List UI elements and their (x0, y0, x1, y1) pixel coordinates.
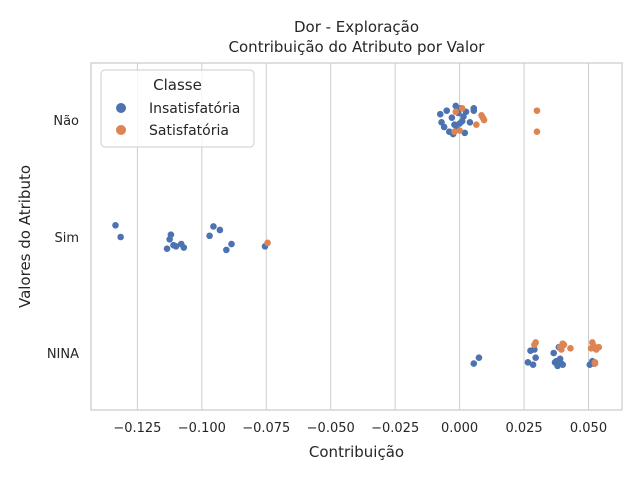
x-axis-label: Contribuição (309, 443, 404, 461)
chart-title: Dor - Exploração (294, 18, 419, 36)
data-point-insatisfatoria (440, 123, 448, 131)
data-point-insatisfatoria (167, 231, 175, 238)
x-tick-label: −0.050 (307, 421, 355, 436)
data-point-insatisfatoria (163, 245, 171, 252)
y-axis-label: Valores do Atributo (16, 165, 34, 308)
data-point-insatisfatoria (461, 129, 469, 137)
data-point-insatisfatoria (550, 349, 557, 357)
legend: Classe Insatisfatória Satisfatória (100, 69, 255, 148)
legend-box (100, 69, 255, 148)
data-point-insatisfatoria (436, 110, 444, 118)
data-point-insatisfatoria (559, 361, 567, 369)
data-point-satisfatoria (451, 128, 458, 135)
data-point-satisfatoria (458, 105, 466, 112)
x-tick-label: 0.025 (505, 421, 542, 436)
data-point-insatisfatoria (216, 226, 224, 234)
data-point-insatisfatoria (531, 346, 538, 353)
data-point-insatisfatoria (470, 105, 478, 112)
x-tick-label: −0.025 (371, 421, 419, 436)
data-points (112, 102, 603, 370)
data-point-satisfatoria (567, 345, 574, 352)
y-tick-label: Não (53, 114, 79, 129)
x-tick-label: −0.100 (178, 421, 226, 436)
legend-title: Classe (153, 76, 202, 94)
plot-frame (90, 62, 623, 411)
data-point-insatisfatoria (223, 246, 230, 254)
x-tick-label: −0.125 (113, 421, 161, 436)
data-point-satisfatoria (456, 127, 463, 134)
legend-label-insatisfatoria: Insatisfatória (149, 101, 240, 117)
x-tick-label: 0.000 (441, 421, 478, 436)
data-point-insatisfatoria (112, 222, 119, 229)
data-point-insatisfatoria (443, 107, 451, 114)
data-point-insatisfatoria (206, 232, 213, 240)
data-point-insatisfatoria (228, 240, 235, 248)
data-point-satisfatoria (595, 343, 603, 351)
data-point-satisfatoria (591, 359, 599, 366)
data-point-insatisfatoria (475, 354, 483, 361)
y-tick-label: Sim (54, 231, 79, 246)
data-point-insatisfatoria (452, 102, 460, 110)
chart-subtitle: Contribuição do Atributo por Valor (229, 38, 486, 56)
data-point-insatisfatoria (466, 119, 474, 126)
y-tick-label: NINA (47, 347, 79, 362)
data-point-insatisfatoria (470, 360, 478, 367)
y-tick-labels: Não Sim NINA (47, 114, 79, 362)
legend-label-satisfatoria: Satisfatória (149, 123, 229, 139)
data-point-satisfatoria (532, 339, 539, 346)
data-point-insatisfatoria (117, 233, 124, 241)
x-tick-labels: −0.125 −0.100 −0.075 −0.050 −0.025 0.000 0.025… (113, 421, 607, 436)
legend-marker-satisfatoria (116, 125, 126, 135)
data-point-insatisfatoria (529, 361, 537, 369)
data-point-satisfatoria (473, 121, 480, 128)
data-point-insatisfatoria (180, 244, 188, 251)
data-point-insatisfatoria (524, 359, 532, 366)
data-point-insatisfatoria (448, 114, 456, 121)
data-point-satisfatoria (452, 108, 460, 116)
data-point-satisfatoria (533, 128, 541, 135)
x-tick-label: 0.050 (570, 421, 607, 436)
data-point-satisfatoria (264, 239, 271, 247)
data-point-satisfatoria (533, 107, 541, 114)
data-point-insatisfatoria (210, 223, 217, 230)
data-point-insatisfatoria (532, 354, 539, 361)
legend-marker-insatisfatoria (116, 103, 126, 113)
data-point-satisfatoria (480, 116, 488, 124)
data-point-insatisfatoria (172, 243, 180, 250)
data-point-satisfatoria (560, 341, 568, 349)
x-tick-label: −0.075 (242, 421, 290, 436)
